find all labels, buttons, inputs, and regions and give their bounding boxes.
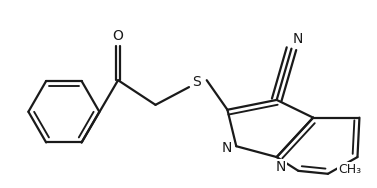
Text: S: S: [193, 75, 201, 89]
Text: N: N: [276, 160, 286, 174]
Text: N: N: [221, 141, 231, 155]
Text: CH₃: CH₃: [338, 163, 361, 176]
Text: O: O: [113, 29, 124, 43]
Text: N: N: [292, 32, 303, 46]
